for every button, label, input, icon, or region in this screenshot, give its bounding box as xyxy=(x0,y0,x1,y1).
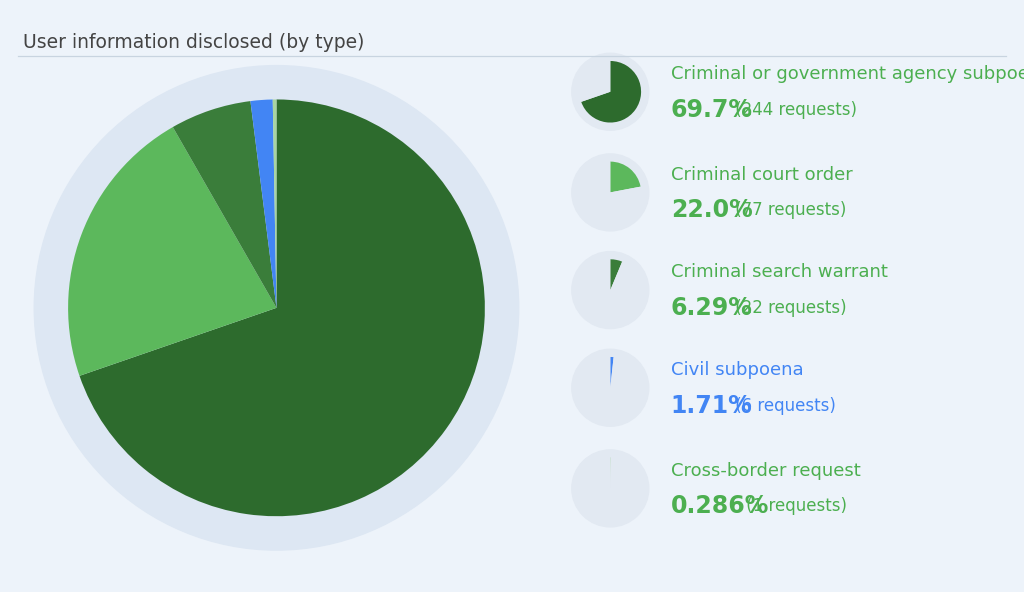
Wedge shape xyxy=(69,127,276,376)
Text: (6 requests): (6 requests) xyxy=(729,397,836,414)
Circle shape xyxy=(34,66,519,550)
Text: (1 requests): (1 requests) xyxy=(741,497,848,515)
Circle shape xyxy=(571,450,649,527)
Circle shape xyxy=(571,349,649,426)
Wedge shape xyxy=(580,162,641,223)
Text: Civil subpoena: Civil subpoena xyxy=(671,361,804,379)
Wedge shape xyxy=(580,357,641,419)
Wedge shape xyxy=(173,101,276,308)
Wedge shape xyxy=(610,162,641,192)
Circle shape xyxy=(571,53,649,130)
Text: Cross-border request: Cross-border request xyxy=(671,462,860,480)
Wedge shape xyxy=(582,61,641,123)
Wedge shape xyxy=(580,259,641,321)
Text: (22 requests): (22 requests) xyxy=(729,299,846,317)
Wedge shape xyxy=(580,458,641,519)
Wedge shape xyxy=(272,99,276,308)
Circle shape xyxy=(571,252,649,329)
Circle shape xyxy=(571,154,649,231)
Text: User information disclosed (by type): User information disclosed (by type) xyxy=(23,33,364,52)
Text: (244 requests): (244 requests) xyxy=(729,101,857,118)
Text: 69.7%: 69.7% xyxy=(671,98,753,121)
Text: 6.29%: 6.29% xyxy=(671,296,753,320)
Text: Criminal court order: Criminal court order xyxy=(671,166,852,184)
Text: (77 requests): (77 requests) xyxy=(729,201,846,219)
Wedge shape xyxy=(251,99,276,308)
Text: 1.71%: 1.71% xyxy=(671,394,753,417)
Text: 22.0%: 22.0% xyxy=(671,198,753,222)
Wedge shape xyxy=(610,259,623,290)
Wedge shape xyxy=(580,61,610,102)
Text: Criminal search warrant: Criminal search warrant xyxy=(671,263,888,281)
Text: 0.286%: 0.286% xyxy=(671,494,769,518)
Text: Criminal or government agency subpoena: Criminal or government agency subpoena xyxy=(671,65,1024,83)
Wedge shape xyxy=(80,99,484,516)
Wedge shape xyxy=(610,357,613,388)
